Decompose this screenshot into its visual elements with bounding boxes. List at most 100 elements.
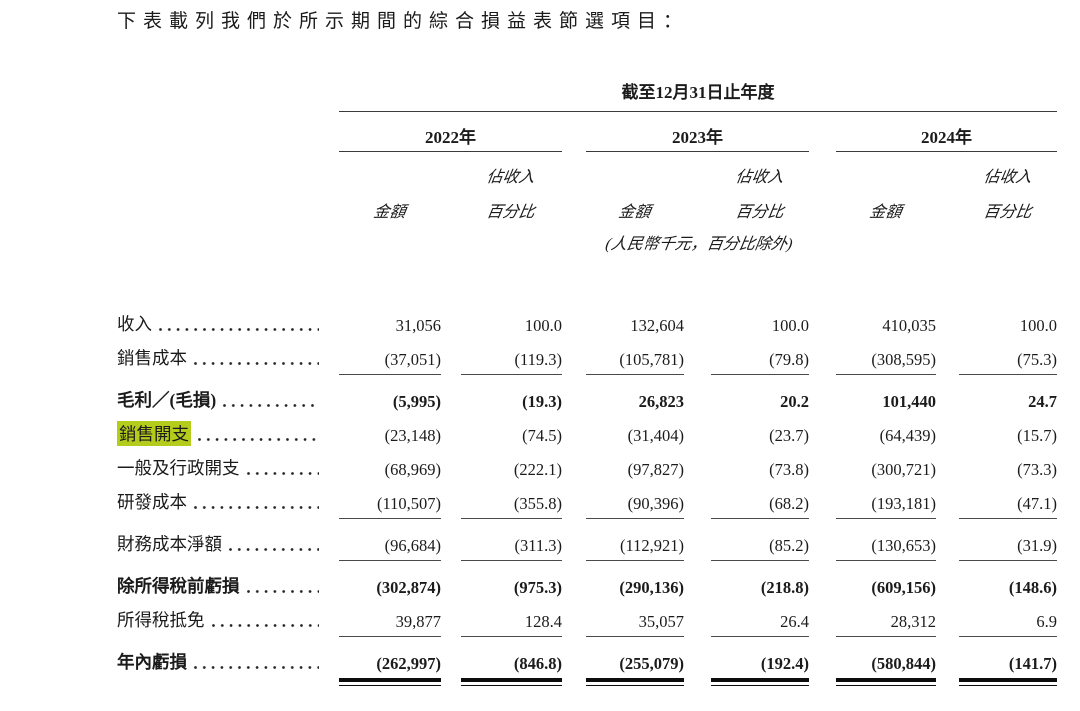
row-label-cell: 毛利／(毛損) [117, 387, 339, 416]
row-label: 一般及行政開支 [117, 458, 240, 478]
pct-of-revenue-header-text: 百分比 [982, 204, 1033, 221]
dot-leader [229, 547, 319, 552]
row-label-cell: 財務成本淨額 [117, 531, 339, 560]
table-body: 收入 31,056 100.0 132,604 100.0 410,035 100.0 銷售成… [117, 306, 1057, 692]
percent-cell: 128.4 [524, 612, 562, 631]
amount-cell: 132,604 [630, 316, 684, 335]
year-header-row: 2022年 2023年 2024年 [117, 112, 1057, 152]
amount-cell: (97,827) [627, 460, 684, 479]
amount-cell: 26,823 [638, 392, 684, 411]
pct-of-revenue-header-line2: 百分比 [711, 198, 809, 225]
amount-cell: (23,148) [384, 426, 441, 445]
amount-cell: (105,781) [619, 350, 684, 369]
amount-header-text: 金額 [617, 204, 652, 221]
pct-of-revenue-header-line1: 佔收入 [461, 163, 562, 190]
dot-leader [194, 505, 319, 510]
column-rule [586, 518, 684, 519]
row-label-cell: 研發成本 [117, 489, 339, 518]
percent-cell: (79.8) [769, 350, 809, 369]
subheader-row-2: 金額 百分比 金額 百分比 金額 百分比 [117, 190, 1057, 225]
amount-cell: (300,721) [871, 460, 936, 479]
row-label-cell: 收入 [117, 311, 339, 340]
amount-header: 金額 [586, 198, 684, 225]
unit-note: (人民幣千元，百分比除外) [562, 230, 836, 258]
pct-of-revenue-header-text: 佔收入 [734, 169, 785, 186]
pct-of-revenue-header-text: 佔收入 [485, 169, 537, 186]
double-rule [959, 678, 1057, 686]
pct-of-revenue-header-line1: 佔收入 [711, 163, 809, 190]
column-rule [711, 560, 809, 561]
percent-cell: (311.3) [514, 536, 562, 555]
subheader-row-1: 佔收入 佔收入 佔收入 [117, 152, 1057, 190]
percent-cell: (192.4) [760, 654, 809, 673]
amount-cell: (31,404) [627, 426, 684, 445]
row-label: 收入 [117, 314, 152, 334]
amount-cell: (290,136) [619, 578, 684, 597]
row-label: 毛利／(毛損) [117, 390, 217, 410]
percent-cell: (85.2) [769, 536, 809, 555]
period-header-row: 截至12月31日止年度 [117, 75, 1057, 105]
amount-cell: (302,874) [376, 578, 441, 597]
amount-cell: (37,051) [384, 350, 441, 369]
period-rule [339, 111, 1057, 112]
row-label: 銷售成本 [117, 348, 187, 368]
column-rule [339, 636, 441, 637]
table-row: 銷售開支 (23,148) (74.5) (31,404) (23.7) (64,439)… [117, 416, 1057, 450]
percent-cell: (47.1) [1017, 494, 1057, 513]
amount-cell: 35,057 [638, 612, 684, 631]
table-row: 財務成本淨額 (96,684) (311.3) (112,921) (85.2) (130… [117, 526, 1057, 560]
double-rule [339, 678, 441, 686]
row-label-cell: 除所得稅前虧損 [117, 573, 339, 602]
period-rule-row [117, 105, 1057, 112]
amount-cell: (64,439) [879, 426, 936, 445]
percent-cell: (68.2) [769, 494, 809, 513]
dot-leader [223, 403, 319, 408]
percent-cell: 20.2 [780, 392, 809, 411]
dot-leader [159, 327, 319, 332]
highlight-mark: 銷售開支 [117, 421, 191, 446]
dot-leader [246, 471, 319, 476]
amount-cell: 39,877 [395, 612, 441, 631]
unit-note-row: (人民幣千元，百分比除外) [117, 225, 1057, 258]
amount-header-text: 金額 [372, 204, 407, 221]
double-rule-row [117, 678, 1057, 692]
period-header: 截至12月31日止年度 [621, 83, 775, 102]
column-rule [461, 518, 562, 519]
percent-cell: (74.5) [522, 426, 562, 445]
percent-cell: (31.9) [1017, 536, 1057, 555]
row-label: 所得稅抵免 [117, 610, 205, 630]
year-header: 2022年 [339, 123, 562, 152]
amount-cell: 101,440 [882, 392, 936, 411]
column-rule [836, 636, 936, 637]
row-label: 除所得稅前虧損 [117, 576, 240, 596]
amount-header: 金額 [339, 198, 441, 225]
row-label-cell: 銷售成本 [117, 345, 339, 374]
row-label: 研發成本 [117, 492, 187, 512]
percent-cell: 100.0 [524, 316, 562, 335]
column-rule [586, 374, 684, 375]
column-rule [711, 518, 809, 519]
header-body-spacer [117, 258, 1057, 306]
amount-cell: (130,653) [871, 536, 936, 555]
pct-of-revenue-header-line2: 百分比 [461, 198, 562, 225]
dot-leader [246, 589, 319, 594]
year-header: 2024年 [836, 123, 1057, 152]
table-row: 研發成本 (110,507) (355.8) (90,396) (68.2) (193,1… [117, 484, 1057, 518]
column-rule [711, 636, 809, 637]
percent-cell: 6.9 [1036, 612, 1057, 631]
income-statement-table: 截至12月31日止年度 2022年 2023年 2024年 佔收入 佔收入 佔收入 金額… [117, 75, 1057, 692]
amount-cell: (90,396) [627, 494, 684, 513]
unit-note-text: (人民幣千元，百分比除外) [603, 236, 794, 253]
percent-cell: (148.6) [1008, 578, 1057, 597]
amount-cell: (5,995) [392, 392, 441, 411]
percent-cell: 100.0 [1019, 316, 1057, 335]
percent-cell: (23.7) [769, 426, 809, 445]
percent-cell: (75.3) [1017, 350, 1057, 369]
row-label-cell: 一般及行政開支 [117, 455, 339, 484]
column-rule [461, 374, 562, 375]
amount-cell: (112,921) [619, 536, 684, 555]
percent-cell: (141.7) [1008, 654, 1057, 673]
column-rule [586, 560, 684, 561]
column-rule [586, 636, 684, 637]
percent-cell: 100.0 [771, 316, 809, 335]
